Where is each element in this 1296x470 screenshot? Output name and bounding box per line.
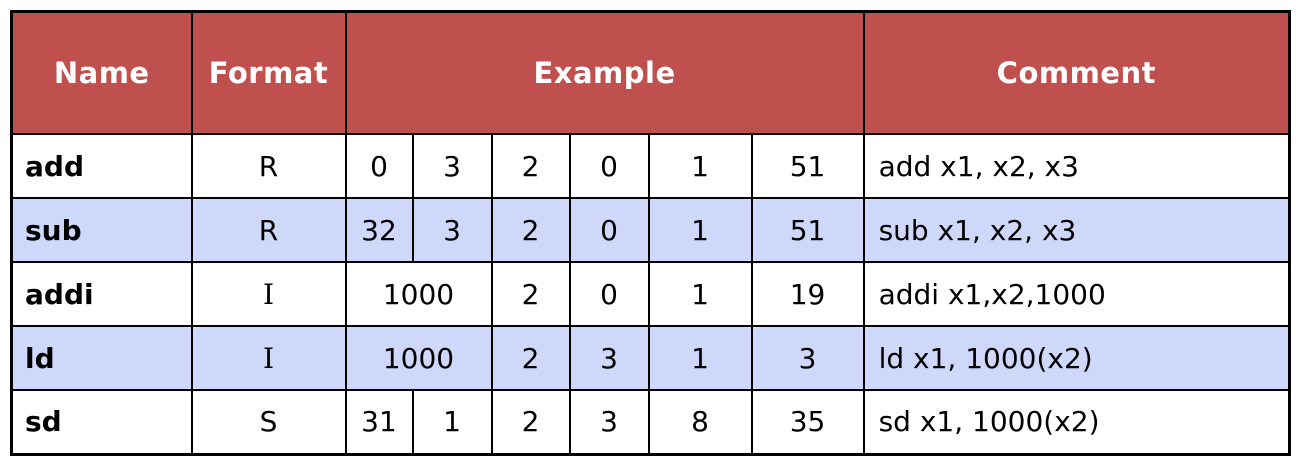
field-value: 8 (647, 389, 753, 455)
field-value: 1 (647, 261, 753, 327)
field-value: 19 (750, 261, 865, 327)
instruction-name: sub (10, 197, 193, 263)
field-value: 2 (490, 133, 571, 199)
table-row: addi I 1000 2 0 1 19 addi x1,x2,1000 (10, 261, 1291, 327)
immediate-value: 1000 (344, 325, 493, 391)
instruction-comment: add x1, x2, x3 (862, 133, 1291, 199)
field-value: 2 (490, 325, 571, 391)
field-value: 3 (411, 197, 493, 263)
field-value: 1 (647, 325, 753, 391)
instruction-format: I (190, 325, 347, 391)
field-value: 2 (490, 389, 571, 455)
field-value: 0 (568, 133, 650, 199)
field-value: 51 (750, 133, 865, 199)
table-row: add R 0 3 2 0 1 51 add x1, x2, x3 (10, 133, 1291, 199)
field-value: 1 (647, 133, 753, 199)
field-value: 3 (750, 325, 865, 391)
header-format: Format (190, 10, 347, 135)
instruction-comment: sub x1, x2, x3 (862, 197, 1291, 263)
header-comment: Comment (862, 10, 1291, 135)
immediate-value: 1000 (344, 261, 493, 327)
instruction-format: S (190, 389, 347, 455)
field-value: 0 (344, 133, 414, 199)
instruction-name: add (10, 133, 193, 199)
instruction-name: sd (10, 389, 193, 455)
field-value: 1 (411, 389, 493, 455)
instruction-format: I (190, 261, 347, 327)
field-value: 3 (568, 325, 650, 391)
instruction-format: R (190, 133, 347, 199)
field-value: 2 (490, 261, 571, 327)
field-value: 3 (568, 389, 650, 455)
instruction-comment: addi x1,x2,1000 (862, 261, 1291, 327)
field-value: 0 (568, 261, 650, 327)
instruction-comment: ld x1, 1000(x2) (862, 325, 1291, 391)
instruction-name: ld (10, 325, 193, 391)
instruction-name: addi (10, 261, 193, 327)
table-row: ld I 1000 2 3 1 3 ld x1, 1000(x2) (10, 325, 1291, 391)
field-value: 31 (344, 389, 414, 455)
field-value: 3 (411, 133, 493, 199)
header-example: Example (344, 10, 865, 135)
field-value: 0 (568, 197, 650, 263)
table-row: sd S 31 1 2 3 8 35 sd x1, 1000(x2) (10, 389, 1291, 455)
field-value: 51 (750, 197, 865, 263)
field-value: 2 (490, 197, 571, 263)
header-name: Name (10, 10, 193, 135)
instruction-format-table: Name Format Example Comment add R 0 3 2 … (10, 10, 1292, 456)
field-value: 32 (344, 197, 414, 263)
instruction-comment: sd x1, 1000(x2) (862, 389, 1291, 455)
table-row: sub R 32 3 2 0 1 51 sub x1, x2, x3 (10, 197, 1291, 263)
header-row: Name Format Example Comment (10, 10, 1291, 135)
field-value: 1 (647, 197, 753, 263)
instruction-format: R (190, 197, 347, 263)
field-value: 35 (750, 389, 865, 455)
